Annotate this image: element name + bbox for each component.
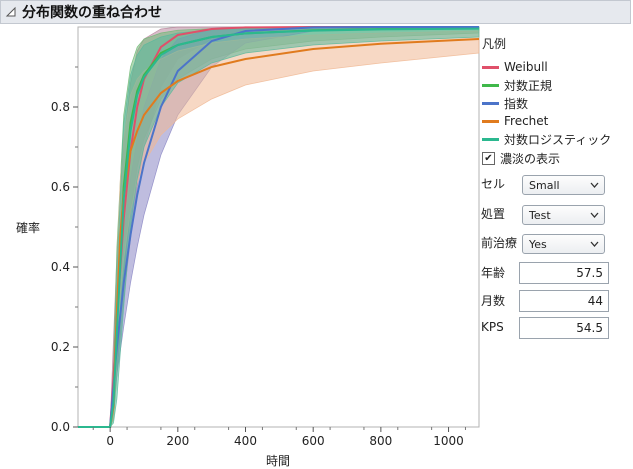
legend-item-lognormal[interactable]: 対数正規	[482, 76, 611, 94]
treatment-select[interactable]: Test	[522, 205, 605, 225]
legend-item-frechet[interactable]: Frechet	[482, 112, 611, 130]
kps-field[interactable]: 54.5	[519, 317, 609, 339]
treatment-label: 処置	[481, 207, 506, 221]
outline-header: 分布関数の重ね合わせ	[0, 0, 631, 24]
months-field[interactable]: 44	[519, 290, 609, 312]
cell-select-value: Small	[529, 178, 560, 192]
legend-swatch	[482, 119, 499, 123]
prior-therapy-label: 前治療	[481, 236, 518, 250]
legend: Weibull 対数正規 指数 Frechet 対数ロジスティック	[482, 58, 611, 148]
age-label: 年齢	[481, 266, 506, 280]
chevron-down-icon	[590, 241, 599, 247]
legend-swatch	[482, 137, 499, 141]
legend-title: 凡例	[482, 37, 507, 51]
legend-label: 対数ロジスティック	[504, 132, 612, 147]
kps-label: KPS	[481, 320, 504, 334]
legend-label: Weibull	[504, 60, 548, 74]
legend-swatch	[482, 65, 499, 69]
cell-select[interactable]: Small	[522, 175, 605, 195]
legend-item-loglogistic[interactable]: 対数ロジスティック	[482, 130, 611, 148]
x-tick-label: 400	[234, 434, 257, 448]
months-label: 月数	[481, 294, 506, 308]
legend-item-exponential[interactable]: 指数	[482, 94, 611, 112]
treatment-select-value: Test	[529, 208, 551, 222]
x-tick-label: 1000	[433, 434, 464, 448]
x-tick-label: 0	[106, 434, 114, 448]
age-field[interactable]: 57.5	[519, 262, 609, 284]
x-axis-label: 時間	[266, 454, 290, 468]
legend-label: 対数正規	[504, 78, 553, 93]
y-tick-label: 0.8	[51, 100, 70, 114]
prior-therapy-select[interactable]: Yes	[522, 234, 605, 254]
legend-label: 指数	[504, 96, 529, 111]
x-tick-label: 200	[166, 434, 189, 448]
outline-title: 分布関数の重ね合わせ	[22, 5, 162, 21]
chevron-down-icon	[590, 182, 599, 188]
prior-therapy-select-value: Yes	[529, 237, 547, 251]
y-tick-label: 0.2	[51, 340, 70, 354]
cell-label: セル	[481, 177, 506, 191]
disclosure-triangle-icon[interactable]	[4, 5, 18, 19]
y-tick-label: 0.6	[51, 180, 70, 194]
legend-item-weibull[interactable]: Weibull	[482, 58, 611, 76]
chevron-down-icon	[590, 212, 599, 218]
shading-checkbox[interactable]: ✔	[482, 152, 495, 165]
y-axis-label: 確率	[16, 220, 40, 235]
legend-label: Frechet	[504, 114, 549, 128]
shading-toggle[interactable]: ✔ 濃淡の表示	[482, 150, 560, 167]
legend-swatch	[482, 101, 499, 105]
y-tick-label: 0.0	[51, 420, 70, 434]
distribution-overlay-chart: 0 200 400 600 800 1000 0.0 0.2 0.4 0.6 0.8 時間 確率	[16, 26, 480, 468]
shading-label: 濃淡の表示	[500, 152, 561, 166]
x-tick-label: 800	[369, 434, 392, 448]
x-tick-label: 600	[302, 434, 325, 448]
series-line-4	[78, 27, 480, 428]
y-tick-label: 0.4	[51, 260, 70, 274]
legend-swatch	[482, 83, 499, 87]
